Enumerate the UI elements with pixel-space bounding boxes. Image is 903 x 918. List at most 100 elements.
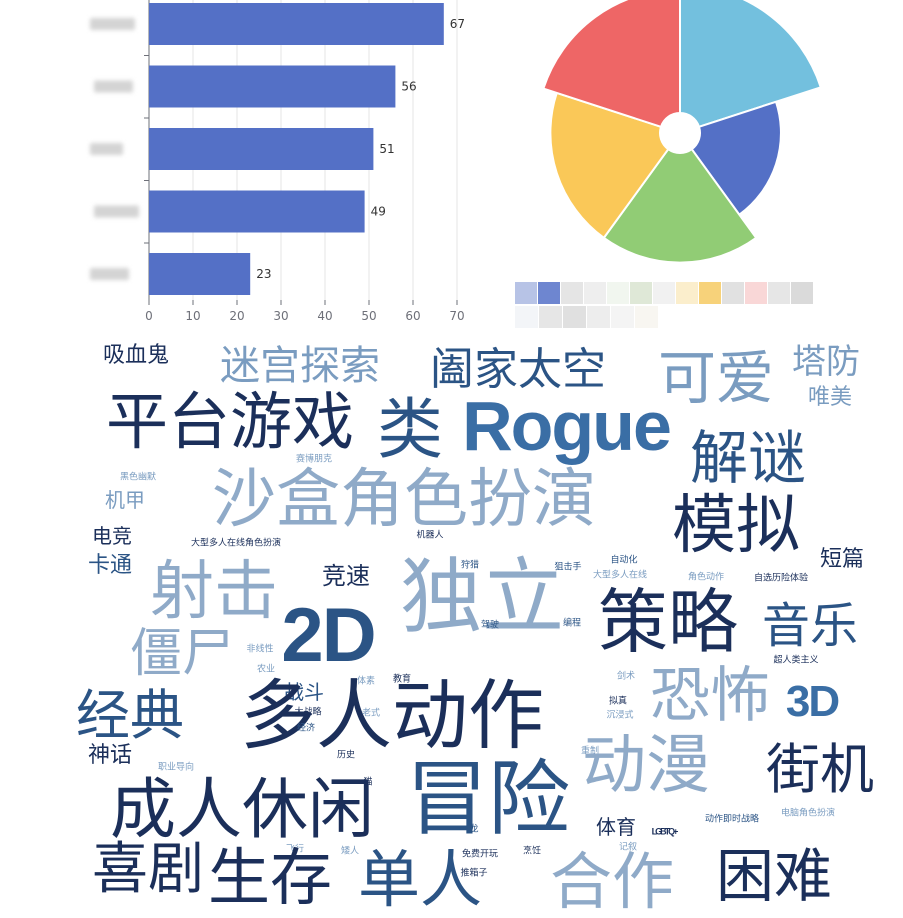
legend-swatch <box>515 282 537 304</box>
word-cloud-word: 卡通 <box>88 555 132 577</box>
word-cloud-word: 电竞 <box>92 526 132 546</box>
word-cloud-word: 沙盒角色扮演 <box>212 468 596 532</box>
bar-0 <box>149 3 444 45</box>
word-cloud-word: 多人动作 <box>240 678 544 754</box>
word-cloud-word: 自选历险体验 <box>754 575 808 584</box>
bar-value-label-4: 23 <box>256 267 271 281</box>
x-tick-label-1: 10 <box>185 309 200 323</box>
word-cloud: 吸血鬼 迷宫探索 阖家太空 可爱 塔防 唯美 平台游戏类 Rogue 解谜 黑色幽默 赛博朋克 沙盒角… <box>0 330 903 882</box>
word-cloud-word: 驾驶 <box>481 622 499 631</box>
y-category-label-1 <box>94 81 133 93</box>
word-cloud-word: 街机 <box>766 743 874 797</box>
legend-swatch <box>676 282 698 304</box>
word-cloud-word: 龙 <box>469 826 478 835</box>
x-tick-label-6: 60 <box>405 309 420 323</box>
word-cloud-word: 大战略 <box>294 709 321 718</box>
word-cloud-word: 模拟 <box>672 494 800 558</box>
word-cloud-word: 电脑角色扮演 <box>781 810 835 819</box>
word-cloud-word: 冒险 <box>406 759 570 841</box>
word-cloud-word: 吸血鬼 <box>103 345 169 367</box>
word-cloud-word: 解谜 <box>690 429 806 487</box>
word-cloud-word: 平台游戏 <box>106 391 354 453</box>
legend-swatch <box>587 306 610 328</box>
legend-swatch <box>607 282 629 304</box>
word-cloud-word: 单人 <box>358 849 482 911</box>
word-cloud-word: 非线性 <box>246 646 273 655</box>
word-cloud-word: 恐怖 <box>650 666 770 726</box>
word-cloud-word: 阖家太空 <box>430 348 606 392</box>
legend-swatch <box>539 306 562 328</box>
x-tick-label-3: 30 <box>273 309 288 323</box>
y-category-label-4 <box>90 268 129 280</box>
word-cloud-word: 生存 <box>208 847 332 909</box>
legend-swatch <box>515 306 538 328</box>
word-cloud-word: 僵尸 <box>130 628 234 680</box>
legend-swatch <box>699 282 721 304</box>
word-cloud-word: 成人休闲 <box>110 777 374 843</box>
word-cloud-word: 历史 <box>337 752 355 761</box>
legend-swatch <box>791 282 813 304</box>
legend-swatch <box>635 306 658 328</box>
word-cloud-word: LGBTQ+ <box>652 828 677 837</box>
x-tick-label-2: 20 <box>229 309 244 323</box>
word-cloud-word: 大型多人在线角色扮演 <box>191 540 281 549</box>
x-tick-label-5: 50 <box>361 309 376 323</box>
bar-1 <box>149 66 395 108</box>
word-cloud-word: 短篇 <box>820 549 864 571</box>
rose-slice-0 <box>680 0 821 127</box>
rose-chart <box>520 0 840 270</box>
word-cloud-word: 机甲 <box>105 490 145 510</box>
word-cloud-word: 超人类主义 <box>773 657 818 666</box>
legend-swatches <box>515 282 835 332</box>
bar-2 <box>149 128 373 170</box>
word-cloud-word: 唯美 <box>808 387 852 409</box>
word-cloud-word: 塔防 <box>792 345 860 379</box>
legend-swatch <box>745 282 767 304</box>
x-tick-label-0: 0 <box>145 309 153 323</box>
word-cloud-word: 烹饪 <box>523 848 541 857</box>
word-cloud-word: 迷宫探索 <box>220 346 380 386</box>
word-cloud-word: 沉浸式 <box>606 712 633 721</box>
word-cloud-word: 自动化 <box>610 557 637 566</box>
word-cloud-word: 3D <box>786 680 838 724</box>
word-cloud-word: Rogue <box>462 391 670 461</box>
legend-swatch <box>563 306 586 328</box>
legend-swatch <box>584 282 606 304</box>
legend-swatch <box>722 282 744 304</box>
y-category-label-0 <box>90 18 135 30</box>
word-cloud-word: 射击 <box>150 560 278 624</box>
word-cloud-word: 老式 <box>362 710 380 719</box>
word-cloud-word: 编程 <box>563 620 581 629</box>
bar-4 <box>149 253 250 295</box>
word-cloud-word: 剑术 <box>617 673 635 682</box>
word-cloud-word: 合作 <box>550 851 674 913</box>
bar-chart: 0 10 20 30 40 50 60 70 67 56 51 49 23 <box>0 0 480 330</box>
word-cloud-word: 动漫 <box>582 734 710 798</box>
word-cloud-word: 矮人 <box>341 848 359 857</box>
word-cloud-word: 机器人 <box>416 532 443 541</box>
word-cloud-word: 神话 <box>88 745 132 767</box>
bar-value-label-1: 56 <box>401 80 416 94</box>
word-cloud-word: 2D <box>281 598 374 674</box>
word-cloud-word: 猫 <box>363 779 372 788</box>
bar-value-label-0: 67 <box>450 17 465 31</box>
legend-swatch <box>538 282 560 304</box>
bar-value-label-2: 51 <box>379 142 394 156</box>
bar-3 <box>149 191 365 233</box>
word-cloud-word: 喜剧 <box>92 842 204 898</box>
bar-value-label-3: 49 <box>371 205 386 219</box>
word-cloud-word: 竞速 <box>322 564 370 588</box>
y-category-label-3 <box>94 206 139 218</box>
word-cloud-word: 推箱子 <box>460 870 487 879</box>
word-cloud-word: 策略 <box>598 587 738 657</box>
word-cloud-word: 可爱 <box>658 349 774 407</box>
legend-swatch <box>653 282 675 304</box>
word-cloud-word: 黑色幽默 <box>120 474 156 483</box>
word-cloud-word: 动作即时战略 <box>705 816 759 825</box>
legend-swatch <box>561 282 583 304</box>
word-cloud-word: 大型多人在线 <box>593 572 647 581</box>
legend-swatch <box>630 282 652 304</box>
y-category-label-2 <box>90 143 123 155</box>
x-tick-label-7: 70 <box>449 309 464 323</box>
word-cloud-word: 类 <box>377 397 443 463</box>
